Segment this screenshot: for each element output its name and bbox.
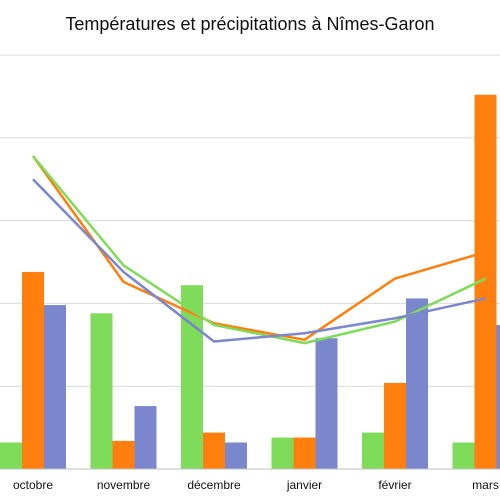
x-tick-label: mars xyxy=(472,478,499,492)
bar-décembre-2 xyxy=(203,432,225,469)
bar-mars-3 xyxy=(496,324,500,469)
bar-janvier-1 xyxy=(271,437,294,469)
x-tick-label: octobre xyxy=(13,478,53,492)
bar-novembre-3 xyxy=(134,406,157,469)
bar-octobre-1 xyxy=(0,442,22,469)
x-tick-label: janvier xyxy=(286,478,322,492)
x-tick-label: décembre xyxy=(187,478,241,492)
bar-novembre-2 xyxy=(112,440,135,469)
bar-février-2 xyxy=(384,382,406,469)
bar-janvier-2 xyxy=(293,437,316,469)
x-tick-label: février xyxy=(378,478,411,492)
line-series-1 xyxy=(31,155,486,342)
x-axis: octobre novembre décembre janvier février mar… xyxy=(0,468,500,492)
lines xyxy=(31,155,487,345)
bar-mars-2 xyxy=(474,94,497,469)
bar-janvier-3 xyxy=(315,338,338,469)
chart-title: Températures et précipitations à Nîmes-G… xyxy=(65,14,435,34)
bars xyxy=(0,94,500,469)
bar-février-1 xyxy=(362,432,384,469)
line-series-3 xyxy=(32,178,486,343)
bar-novembre-1 xyxy=(90,313,113,469)
bar-décembre-3 xyxy=(225,442,247,469)
bar-décembre-1 xyxy=(181,285,203,469)
bar-mars-1 xyxy=(452,442,475,469)
bar-octobre-2 xyxy=(22,271,44,469)
x-tick-label: novembre xyxy=(97,478,151,492)
bar-octobre-3 xyxy=(44,305,66,469)
bar-février-3 xyxy=(406,298,428,469)
